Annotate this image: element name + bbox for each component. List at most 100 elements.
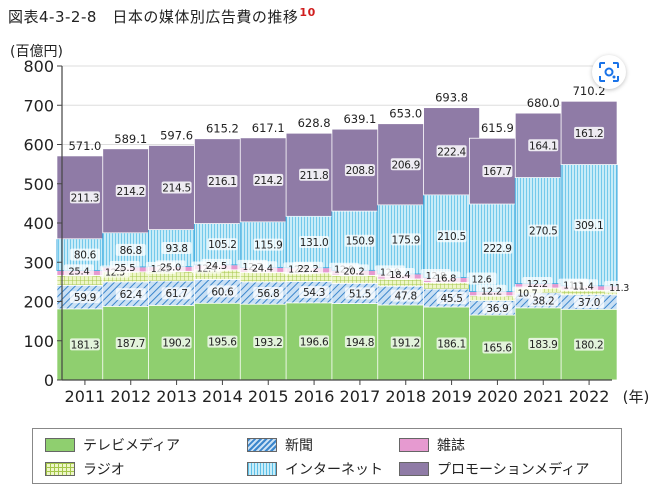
- value-label-newspaper: 38.2: [532, 295, 554, 307]
- legend-swatch-newspaper: [247, 438, 277, 452]
- y-tick-label: 100: [23, 332, 54, 351]
- value-label-tv: 193.2: [254, 337, 283, 349]
- value-label-bg: [338, 264, 369, 277]
- value-label-bg: [115, 243, 146, 256]
- title-footnote: 10: [299, 6, 316, 19]
- value-label-newspaper: 37.0: [578, 297, 600, 309]
- total-label: 571.0: [68, 139, 101, 153]
- chart-title-text: 図表4-3-2-8 日本の媒体別広告費の推移: [8, 8, 299, 26]
- y-tick-label: 700: [23, 96, 54, 115]
- value-label-internet: 86.8: [120, 245, 142, 257]
- value-label-internet: 115.9: [254, 240, 283, 252]
- value-label-bg: [115, 337, 146, 350]
- value-label-bg: [207, 175, 238, 188]
- value-label-bg: [344, 164, 375, 177]
- value-label-bg: [253, 238, 284, 251]
- value-label-promo: 164.1: [529, 140, 558, 152]
- value-label-radio: 18.4: [389, 270, 410, 281]
- value-label-newspaper: 62.4: [120, 289, 143, 301]
- value-label-bg: [161, 181, 192, 194]
- value-label-bg: [69, 338, 100, 351]
- value-label-magazine: 12.6: [472, 275, 492, 286]
- x-tick-label: 2013: [156, 387, 197, 406]
- x-tick-label: 2021: [523, 387, 564, 406]
- total-label: 653.0: [389, 107, 422, 121]
- y-tick-label: 300: [23, 253, 54, 272]
- total-label: 615.2: [206, 122, 239, 136]
- value-label-bg: [390, 289, 421, 302]
- value-label-bg: [390, 336, 421, 349]
- value-label-newspaper: 54.3: [303, 287, 325, 299]
- total-label: 589.1: [114, 132, 147, 146]
- x-tick-label: 2018: [385, 387, 426, 406]
- x-tick-label: 2011: [65, 387, 106, 406]
- image-search-icon: [599, 62, 619, 82]
- x-tick-label: 2019: [431, 387, 472, 406]
- value-label-magazine: 11.3: [609, 283, 629, 294]
- value-label-bg: [466, 272, 497, 285]
- value-label-internet: 150.9: [346, 236, 375, 248]
- x-tick-label: 2022: [569, 387, 610, 406]
- value-label-internet: 105.2: [208, 239, 237, 251]
- value-label-bg: [436, 337, 467, 350]
- value-label-bg: [482, 241, 513, 254]
- x-tick-label: 2015: [248, 387, 289, 406]
- value-label-bg: [115, 184, 146, 197]
- visual-search-button[interactable]: [592, 55, 626, 89]
- value-label-bg: [574, 126, 605, 139]
- value-label-tv: 187.7: [116, 338, 145, 350]
- legend-label: プロモーションメディア: [437, 462, 590, 478]
- legend-swatch-internet: [247, 462, 277, 476]
- value-label-internet: 175.9: [391, 234, 420, 246]
- value-label-bg: [568, 279, 599, 292]
- x-tick-label: 2012: [110, 387, 151, 406]
- value-label-bg: [344, 335, 375, 348]
- value-label-bg: [344, 287, 375, 300]
- value-label-tv: 180.2: [575, 340, 604, 352]
- value-label-radio: 11.4: [573, 281, 594, 292]
- value-label-tv: 196.6: [300, 336, 329, 348]
- value-label-newspaper: 51.5: [349, 288, 371, 300]
- y-tick-label: 800: [23, 57, 54, 76]
- y-tick-label: 0: [44, 371, 54, 390]
- legend-item-magazine: 雑誌: [399, 435, 465, 455]
- legend-label: 新聞: [285, 438, 313, 454]
- value-label-radio: 25.5: [114, 263, 135, 274]
- value-label-bg: [604, 280, 635, 293]
- y-tick-label: 500: [23, 175, 54, 194]
- x-tick-label: 2017: [340, 387, 381, 406]
- value-label-bg: [69, 248, 100, 261]
- value-label-bg: [253, 287, 284, 300]
- total-label: 597.6: [160, 128, 193, 142]
- value-label-radio: 22.2: [298, 264, 319, 275]
- value-label-bg: [574, 338, 605, 351]
- value-label-bg: [299, 286, 330, 299]
- value-label-bg: [436, 292, 467, 305]
- value-label-bg: [482, 341, 513, 354]
- value-label-bg: [69, 291, 100, 304]
- value-label-promo: 208.8: [346, 165, 375, 177]
- total-label: 615.9: [481, 121, 514, 135]
- value-label-internet: 210.5: [437, 231, 466, 243]
- value-label-bg: [384, 267, 415, 280]
- value-label-bg: [344, 234, 375, 247]
- value-label-tv: 195.6: [208, 337, 237, 349]
- x-tick-label: 2016: [294, 387, 335, 406]
- value-label-radio: 25.4: [68, 266, 89, 277]
- total-label: 710.2: [573, 84, 606, 98]
- chart-title: 図表4-3-2-8 日本の媒体別広告費の推移10: [8, 6, 316, 27]
- y-axis-label: (百億円): [10, 44, 63, 60]
- value-label-bg: [528, 294, 559, 307]
- y-tick-label: 600: [23, 136, 54, 155]
- value-label-newspaper: 45.5: [440, 293, 462, 305]
- value-label-radio: 24.5: [206, 261, 227, 272]
- value-label-tv: 181.3: [71, 339, 100, 351]
- value-label-bg: [436, 145, 467, 158]
- stacked-bar-chart: (百億円) 181.3 59.9 25.4 12.5 80.6 211.3 571.0 187…: [10, 44, 650, 406]
- value-label-tv: 191.2: [391, 337, 420, 349]
- value-label-bg: [528, 337, 559, 350]
- value-label-bg: [476, 284, 507, 297]
- value-label-internet: 309.1: [575, 220, 604, 232]
- value-label-bg: [390, 158, 421, 171]
- x-axis-unit: (年): [623, 388, 650, 406]
